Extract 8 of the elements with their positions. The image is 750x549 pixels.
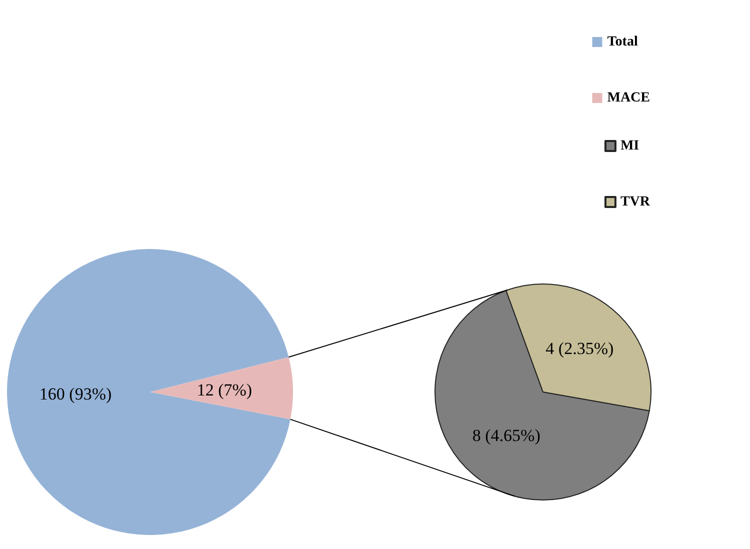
data-label: 160 (93%) (39, 384, 112, 404)
legend-label: MACE (607, 90, 650, 106)
legend-label: TVR (620, 194, 651, 210)
legend-label: Total (607, 34, 638, 50)
data-label: 8 (4.65%) (472, 426, 540, 446)
legend-label: MI (620, 138, 640, 154)
data-label: 4 (2.35%) (546, 338, 614, 358)
data-label: 12 (7%) (196, 380, 252, 400)
